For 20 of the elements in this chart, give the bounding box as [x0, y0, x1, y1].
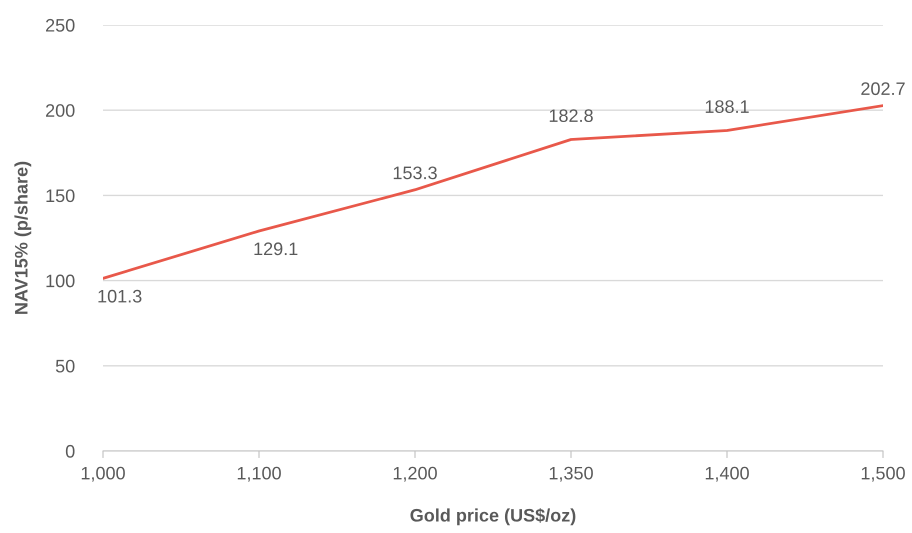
x-tick-label: 1,100	[238, 466, 281, 482]
y-tick-label: 250	[46, 18, 75, 32]
data-label: 129.1	[254, 242, 298, 256]
y-tick-label: 0	[66, 444, 75, 458]
x-tick-label: 1,350	[550, 466, 593, 482]
data-label: 153.3	[394, 166, 437, 180]
x-tick-label: 1,500	[862, 466, 905, 482]
x-tick-label: 1,400	[706, 466, 749, 482]
data-label: 202.7	[861, 82, 905, 96]
x-tick-label: 1,200	[394, 466, 437, 482]
x-tick-label: 1,000	[82, 466, 125, 482]
data-label: 101.3	[98, 290, 142, 303]
y-axis-title: NAV15% (p/share)	[14, 162, 32, 314]
y-tick-label: 200	[46, 104, 75, 117]
y-tick-label: 100	[46, 274, 75, 288]
y-tick-label: 50	[56, 360, 75, 373]
y-tick-label: 150	[46, 189, 75, 202]
data-label: 182.8	[550, 109, 593, 122]
data-label: 188.1	[706, 100, 749, 114]
x-axis-title: Gold price (US$/oz)	[410, 508, 576, 526]
